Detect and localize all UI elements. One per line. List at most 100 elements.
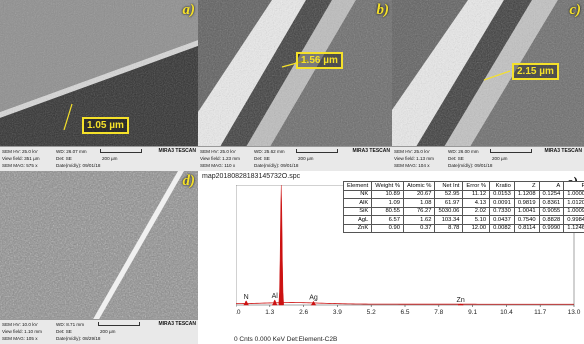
- peak-label: N: [244, 294, 249, 301]
- table-row: AlK 1.09 1.08 61.97 4.13 0.0091 0.9819 0.8361 1.…: [342, 198, 584, 208]
- panel-label: b): [376, 2, 390, 18]
- scale-bar: [296, 149, 338, 153]
- measurement-label: 1.05 µm: [82, 117, 129, 134]
- sem-date: Date(m/d/y): 09/01/18: [254, 163, 299, 168]
- table-cell: 0.90: [371, 223, 404, 233]
- sem-view-field: View field: 1.13 mm: [394, 156, 435, 161]
- table-header-cell: Atomic %: [402, 181, 436, 191]
- sem-hv: SEM HV: 10.0 kV: [2, 322, 38, 327]
- table-cell: 0.9819: [513, 198, 540, 208]
- x-tick-label: 2.6: [299, 309, 308, 316]
- table-cell: 0.8828: [538, 215, 565, 225]
- table-cell: 61.97: [434, 198, 464, 208]
- sem-date: Date(m/d/y): 09/01/18: [448, 163, 493, 168]
- sem-hv: SEM HV: 25.0 kV: [394, 149, 430, 154]
- sem-image-b: [198, 0, 392, 171]
- table-cell: 10.89: [371, 189, 404, 199]
- table-cell: 0.9984: [563, 215, 584, 225]
- table-cell: ZnK: [342, 223, 373, 233]
- sem-panel-b: 1.56 µm b) SEM HV: 25.0 kV WD: 25.62 mm …: [198, 0, 392, 171]
- table-cell: 1.1208: [513, 189, 540, 199]
- table-cell: 0.8361: [538, 198, 565, 208]
- sem-image-d: [0, 171, 198, 344]
- sem-magnification: SEM MAG: 110 x: [200, 163, 236, 168]
- table-cell: 5.10: [462, 215, 491, 225]
- peak-label: Al: [272, 293, 279, 300]
- scale-bar: [100, 149, 142, 153]
- sem-wd: WD: 8.71 mm: [56, 322, 85, 327]
- table-cell: 52.95: [434, 189, 464, 199]
- sem-scale-text: 200 µm: [102, 156, 118, 161]
- table-row: SiK 80.55 76.27 5030.06 2.02 0.7330 1.0041 0.90…: [342, 206, 584, 216]
- panel-label: c): [569, 2, 581, 18]
- table-cell: 76.27: [402, 206, 436, 216]
- sem-date: Date(m/d/y): 08/29/18: [56, 336, 101, 341]
- sem-info-bar: SEM HV: 10.0 kV WD: 8.71 mm View field: …: [0, 319, 198, 344]
- table-header-cell: Net Int: [434, 181, 464, 191]
- sem-scale-text: 200 µm: [298, 156, 314, 161]
- sem-scale-text: 200 µm: [492, 156, 508, 161]
- measurement-label: 1.56 µm: [296, 52, 343, 69]
- sem-image-c: [392, 0, 584, 171]
- peak-label: Zn: [457, 297, 465, 304]
- scale-bar: [490, 149, 532, 153]
- instrument-brand: MIRA3 TESCAN: [158, 148, 196, 154]
- panel-label: d): [182, 173, 196, 189]
- eds-spectrum-panel: map20180828183145732O.spc e) 0k11k22k33k…: [198, 171, 584, 344]
- sem-date: Date(m/d/y): 09/01/18: [56, 163, 101, 168]
- sem-wd: WD: 25.62 mm: [254, 149, 285, 154]
- sem-panel-a: 1.05 µm a) SEM HV: 25.0 kV WD: 26.07 mm …: [0, 0, 198, 171]
- table-cell: 8.78: [434, 223, 464, 233]
- x-tick-label: 6.5: [400, 309, 409, 316]
- table-header-cell: Z: [513, 181, 540, 191]
- sem-hv: SEM HV: 25.0 kV: [2, 149, 38, 154]
- table-cell: 1.09: [371, 198, 404, 208]
- table-cell: 0.0437: [489, 215, 515, 225]
- x-tick-label: 10.4: [500, 309, 513, 316]
- spectrum-peak: [243, 300, 249, 306]
- sem-wd: WD: 26.00 mm: [448, 149, 479, 154]
- spectrum-peak: [278, 185, 284, 306]
- table-cell: 4.13: [462, 198, 491, 208]
- panel-label: a): [182, 2, 196, 18]
- instrument-brand: MIRA3 TESCAN: [158, 321, 196, 327]
- table-cell: SiK: [342, 206, 373, 216]
- table-header-cell: A: [538, 181, 565, 191]
- measurement-label: 2.15 µm: [512, 63, 559, 80]
- table-cell: 80.55: [371, 206, 404, 216]
- table-cell: 0.37: [402, 223, 436, 233]
- sem-image-a: [0, 0, 198, 171]
- table-cell: 20.67: [402, 189, 436, 199]
- sem-view-field: View field: 351 µm: [2, 156, 40, 161]
- spectrum-footer: 0 Cnts 0.000 KeV Det:Element-C2B: [234, 336, 338, 343]
- sem-magnification: SEM MAG: 105 x: [2, 336, 38, 341]
- table-cell: 1.0120: [563, 198, 584, 208]
- table-cell: AlK: [342, 198, 373, 208]
- spectrum-file-title: map20180828183145732O.spc: [202, 173, 301, 180]
- x-tick-label: 7.8: [434, 309, 443, 316]
- sem-hv: SEM HV: 25.0 kV: [200, 149, 236, 154]
- table-row: AgL 6.57 1.62 103.34 5.10 0.0437 0.7540 0.8828 0…: [342, 215, 584, 225]
- table-cell: 2.02: [462, 206, 491, 216]
- table-row: ZnK 0.90 0.37 8.78 12.00 0.0082 0.8114 0.9990 1.…: [342, 223, 584, 233]
- table-cell: 5030.06: [434, 206, 464, 216]
- table-header-cell: Kratio: [489, 181, 515, 191]
- table-cell: NK: [342, 189, 373, 199]
- sem-info-bar: SEM HV: 25.0 kV WD: 26.07 mm View field:…: [0, 146, 198, 171]
- table-cell: 0.9055: [538, 206, 565, 216]
- table-cell: 0.0082: [489, 223, 515, 233]
- table-cell: 0.9990: [538, 223, 565, 233]
- table-cell: 0.8114: [513, 223, 540, 233]
- table-header-cell: Error %: [462, 181, 491, 191]
- table-cell: 1.0009: [563, 206, 584, 216]
- x-tick-label: 0.0: [236, 309, 241, 316]
- instrument-brand: MIRA3 TESCAN: [352, 148, 390, 154]
- instrument-brand: MIRA3 TESCAN: [544, 148, 582, 154]
- table-cell: 0.0153: [489, 189, 515, 199]
- measure-arrow: [483, 70, 511, 81]
- table-cell: 1.08: [402, 198, 436, 208]
- sem-info-bar: SEM HV: 25.0 kV WD: 25.62 mm View field:…: [198, 146, 392, 171]
- x-tick-label: 13.0: [568, 309, 581, 316]
- sem-detector: Det: SE: [56, 329, 72, 334]
- sem-detector: Det: SE: [254, 156, 270, 161]
